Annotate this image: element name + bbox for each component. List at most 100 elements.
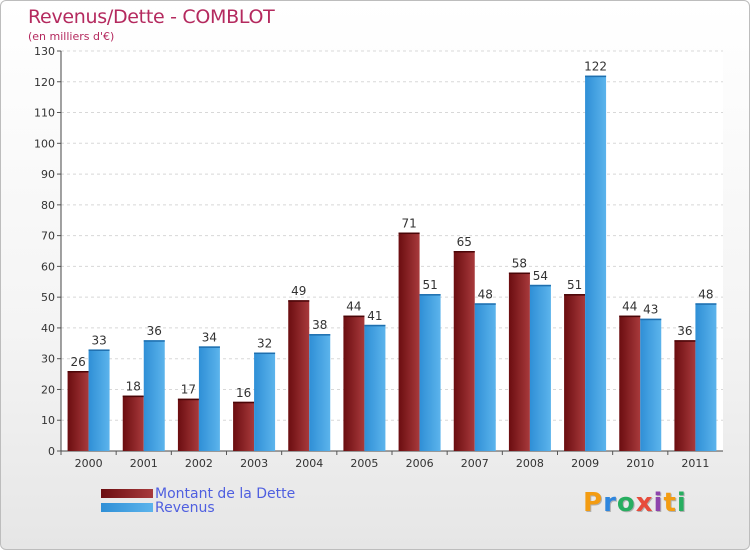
bar-revenus <box>640 318 662 451</box>
legend-swatch-dette <box>101 489 153 498</box>
plot-area <box>61 51 723 451</box>
bar-revenus <box>585 75 607 451</box>
x-tick-label: 2005 <box>350 457 378 470</box>
data-label: 65 <box>457 235 472 249</box>
bar-dette-cap <box>398 232 420 235</box>
x-tick-label: 2010 <box>626 457 654 470</box>
bar-revenus <box>143 340 165 451</box>
y-tick-label: 130 <box>34 45 55 58</box>
bar-dette <box>398 232 420 451</box>
x-tick-label: 2004 <box>295 457 323 470</box>
legend-swatch-revenus <box>101 503 153 512</box>
bar-dette-cap <box>233 401 255 404</box>
y-tick-label: 50 <box>41 291 55 304</box>
data-label: 33 <box>91 333 106 347</box>
data-label: 54 <box>533 269 548 283</box>
data-label: 44 <box>622 300 637 314</box>
bar-revenus-cap <box>474 303 496 305</box>
bar-dette-cap <box>122 395 144 398</box>
bar-dette-cap <box>508 272 530 275</box>
y-tick-label: 20 <box>41 383 55 396</box>
bar-revenus <box>364 324 386 451</box>
bar-revenus <box>309 334 331 451</box>
bar-revenus-cap <box>143 340 165 342</box>
data-label: 36 <box>677 324 692 338</box>
logo-letter: x <box>635 488 654 518</box>
data-label: 58 <box>512 257 527 271</box>
x-tick-label: 2007 <box>461 457 489 470</box>
data-label: 122 <box>584 60 607 74</box>
bar-dette <box>288 300 310 451</box>
data-label: 17 <box>181 383 196 397</box>
legend-label-revenus: Revenus <box>155 500 215 516</box>
bar-dette-cap <box>453 251 475 253</box>
bar-dette <box>674 340 696 451</box>
logo-letter: P <box>583 488 604 518</box>
bar-dette-cap <box>619 315 641 318</box>
x-tick-label: 2009 <box>571 457 599 470</box>
data-label: 18 <box>126 380 141 394</box>
bar-dette <box>177 398 199 451</box>
data-label: 38 <box>312 318 327 332</box>
bar-revenus <box>254 352 276 451</box>
data-label: 16 <box>236 386 251 400</box>
bar-dette <box>564 294 586 451</box>
y-tick-label: 60 <box>41 260 55 273</box>
y-tick-label: 30 <box>41 353 55 366</box>
bar-dette <box>453 251 475 451</box>
logo-letter: i <box>653 488 664 518</box>
x-tick-label: 2006 <box>406 457 434 470</box>
x-tick-label: 2002 <box>185 457 213 470</box>
x-tick-label: 2008 <box>516 457 544 470</box>
data-label: 44 <box>346 300 361 314</box>
bar-revenus-cap <box>254 352 276 355</box>
bar-dette-cap <box>67 371 89 373</box>
bar-revenus-cap <box>198 346 220 348</box>
y-tick-label: 40 <box>41 322 55 335</box>
proxiti-logo: Proxiti <box>583 488 687 518</box>
y-tick-label: 90 <box>41 168 55 181</box>
y-tick-label: 100 <box>34 137 55 150</box>
y-tick-label: 10 <box>41 414 55 427</box>
bar-dette <box>233 401 255 451</box>
chart-title: Revenus/Dette - COMBLOT <box>28 6 275 28</box>
bar-revenus <box>529 284 551 451</box>
bar-revenus-cap <box>364 324 386 327</box>
data-label: 32 <box>257 337 272 351</box>
data-label: 41 <box>367 309 382 323</box>
bar-revenus-cap <box>88 349 110 351</box>
bar-revenus-cap <box>419 294 441 296</box>
y-tick-label: 0 <box>48 445 55 458</box>
x-tick-label: 2001 <box>130 457 158 470</box>
data-label: 48 <box>478 287 493 301</box>
y-tick-label: 70 <box>41 230 55 243</box>
data-label: 51 <box>567 278 582 292</box>
data-label: 49 <box>291 284 306 298</box>
bar-dette-cap <box>288 300 310 302</box>
chart-subtitle: (en milliers d'€) <box>28 30 115 43</box>
bar-revenus <box>88 349 110 451</box>
bar-dette <box>122 395 144 451</box>
logo-letter: r <box>603 488 617 518</box>
bar-dette-cap <box>177 398 199 401</box>
y-tick-label: 80 <box>41 199 55 212</box>
logo-letter: o <box>616 488 636 518</box>
bar-dette <box>508 272 530 451</box>
bar-dette <box>67 371 89 451</box>
x-tick-label: 2011 <box>681 457 709 470</box>
bar-revenus <box>695 303 717 451</box>
y-tick-label: 110 <box>34 107 55 120</box>
logo-letter: i <box>676 488 687 518</box>
bar-revenus-cap <box>585 75 607 78</box>
bar-revenus-cap <box>529 284 551 287</box>
x-tick-label: 2000 <box>75 457 103 470</box>
bar-dette-cap <box>674 340 696 342</box>
bar-revenus-cap <box>695 303 717 305</box>
bar-dette <box>343 315 365 451</box>
data-label: 51 <box>422 278 437 292</box>
logo-letter: t <box>663 488 677 518</box>
x-tick-label: 2003 <box>240 457 268 470</box>
y-tick-label: 120 <box>34 76 55 89</box>
